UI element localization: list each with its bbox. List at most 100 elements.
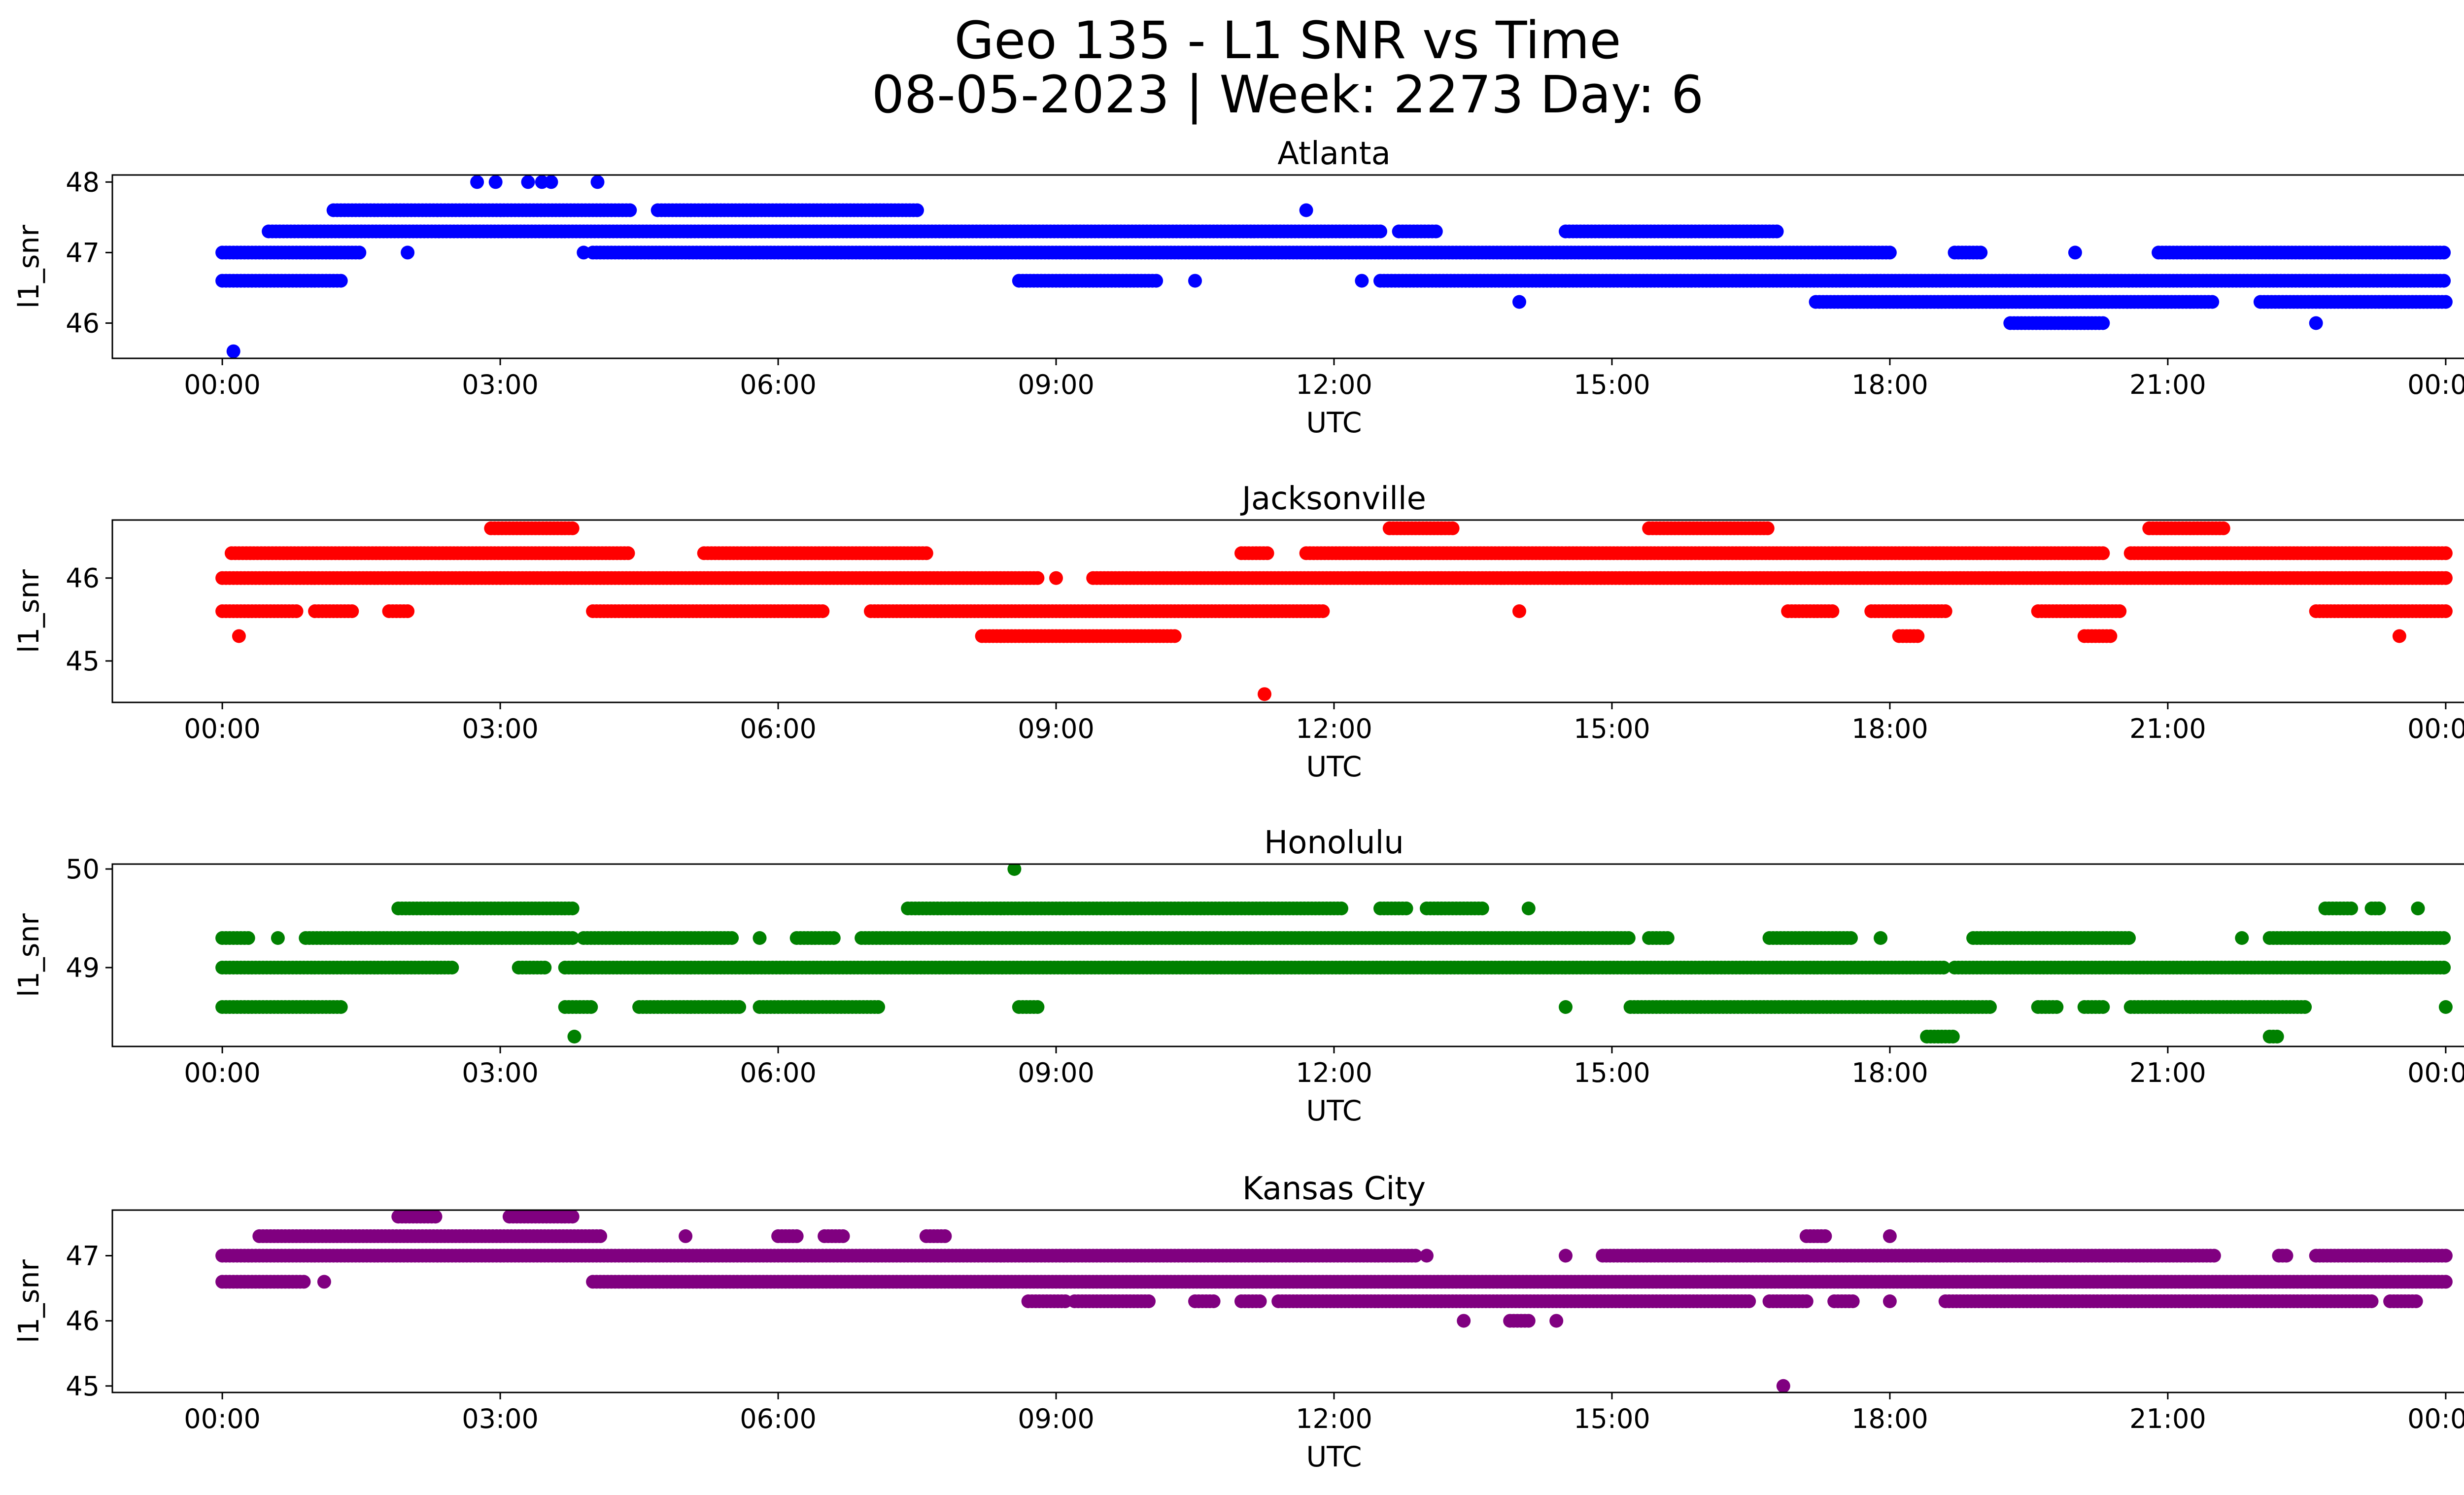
x-tick-label: 09:00 bbox=[1018, 1057, 1095, 1088]
figure-title-line1: Geo 135 - L1 SNR vs Time bbox=[954, 10, 1621, 70]
data-point bbox=[1316, 604, 1330, 618]
data-point bbox=[1844, 931, 1858, 945]
figure-title-line2: 08-05-2023 | Week: 2273 Day: 6 bbox=[871, 65, 1704, 125]
y-axis-label: l1_snr bbox=[13, 569, 45, 653]
data-point bbox=[1258, 687, 1271, 701]
data-point bbox=[753, 931, 767, 945]
data-point bbox=[1373, 224, 1387, 239]
data-point bbox=[2344, 902, 2359, 915]
data-point bbox=[2438, 604, 2453, 618]
data-point bbox=[679, 1229, 693, 1243]
data-point bbox=[2372, 902, 2386, 915]
x-tick-label: 06:00 bbox=[740, 369, 817, 400]
data-point bbox=[725, 931, 739, 945]
x-tick-label: 18:00 bbox=[1851, 713, 1928, 744]
data-point bbox=[2050, 1000, 2064, 1014]
data-point bbox=[1445, 521, 1460, 535]
data-point bbox=[2113, 604, 2127, 618]
data-point bbox=[816, 604, 830, 618]
x-tick-label: 00:00 bbox=[184, 1057, 261, 1088]
data-point bbox=[910, 203, 924, 217]
data-point bbox=[2122, 931, 2136, 945]
x-tick-label: 18:00 bbox=[1851, 1057, 1928, 1088]
data-point bbox=[2438, 571, 2453, 585]
data-point bbox=[565, 1210, 580, 1224]
data-point bbox=[1983, 1000, 1997, 1014]
data-points bbox=[215, 864, 2453, 1043]
data-point bbox=[565, 521, 580, 535]
data-point bbox=[2309, 316, 2323, 330]
data-point bbox=[1559, 1000, 1573, 1014]
x-tick-label: 12:00 bbox=[1296, 713, 1372, 744]
x-tick-label: 09:00 bbox=[1018, 713, 1095, 744]
data-point bbox=[1260, 546, 1274, 560]
y-tick-label: 49 bbox=[66, 952, 100, 983]
x-tick-label: 00:00 bbox=[184, 713, 261, 744]
data-point bbox=[345, 604, 359, 618]
data-point bbox=[1874, 931, 1888, 945]
data-point bbox=[334, 1000, 348, 1014]
subplot-title: Honolulu bbox=[1264, 825, 1404, 861]
y-tick-label: 48 bbox=[66, 167, 100, 198]
x-tick-label: 12:00 bbox=[1296, 369, 1372, 400]
x-axis-label: UTC bbox=[1306, 751, 1362, 783]
data-point bbox=[1882, 1229, 1897, 1243]
data-point bbox=[2437, 961, 2451, 974]
data-point bbox=[826, 931, 841, 945]
data-point bbox=[271, 931, 285, 945]
data-point bbox=[2096, 1000, 2110, 1014]
data-point bbox=[2438, 295, 2453, 309]
data-point bbox=[289, 604, 304, 618]
data-point bbox=[1399, 902, 1413, 915]
x-axis-label: UTC bbox=[1306, 1095, 1362, 1127]
data-point bbox=[1007, 864, 1022, 876]
data-point bbox=[2103, 629, 2118, 643]
data-point bbox=[334, 274, 348, 288]
x-tick-label: 06:00 bbox=[740, 1057, 817, 1088]
data-point bbox=[2438, 1000, 2453, 1014]
data-point bbox=[1167, 629, 1182, 643]
y-tick-label: 50 bbox=[66, 854, 100, 885]
data-point bbox=[538, 961, 552, 974]
y-tick-label: 46 bbox=[66, 563, 100, 594]
x-tick-label: 00:00 bbox=[2407, 369, 2464, 400]
data-point bbox=[2216, 521, 2230, 535]
data-point bbox=[1335, 902, 1348, 915]
data-point bbox=[621, 546, 635, 560]
data-point bbox=[428, 1210, 443, 1224]
data-point bbox=[1475, 902, 1489, 915]
data-point bbox=[938, 1229, 952, 1243]
data-points bbox=[215, 175, 2453, 358]
data-point bbox=[789, 1229, 804, 1243]
data-point bbox=[1149, 274, 1164, 288]
data-point bbox=[1621, 931, 1636, 945]
data-point bbox=[1946, 1030, 1960, 1043]
data-point bbox=[521, 175, 535, 189]
x-tick-label: 00:00 bbox=[184, 369, 261, 400]
data-point bbox=[488, 175, 503, 189]
data-point bbox=[445, 961, 459, 974]
x-tick-label: 03:00 bbox=[462, 1057, 539, 1088]
data-point bbox=[401, 245, 415, 260]
y-tick-label: 46 bbox=[66, 308, 100, 339]
data-point bbox=[544, 175, 558, 189]
data-point bbox=[2437, 245, 2451, 260]
data-point bbox=[1974, 245, 1988, 260]
data-point bbox=[2437, 931, 2451, 945]
x-tick-label: 21:00 bbox=[2129, 1057, 2206, 1088]
data-point bbox=[1937, 961, 1951, 974]
x-tick-label: 12:00 bbox=[1296, 1057, 1372, 1088]
data-point bbox=[352, 245, 367, 260]
x-tick-label: 21:00 bbox=[2129, 369, 2206, 400]
data-point bbox=[565, 931, 580, 945]
data-point bbox=[1818, 1229, 1832, 1243]
data-point bbox=[2096, 316, 2110, 330]
data-point bbox=[1299, 203, 1313, 217]
data-point bbox=[2411, 902, 2425, 915]
data-point bbox=[2068, 245, 2082, 260]
x-tick-label: 15:00 bbox=[1574, 713, 1650, 744]
data-point bbox=[836, 1229, 850, 1243]
subplot-title: Kansas City bbox=[1242, 1171, 1426, 1207]
